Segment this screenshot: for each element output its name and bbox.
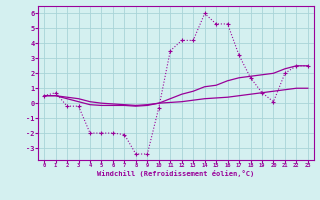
X-axis label: Windchill (Refroidissement éolien,°C): Windchill (Refroidissement éolien,°C) [97, 170, 255, 177]
